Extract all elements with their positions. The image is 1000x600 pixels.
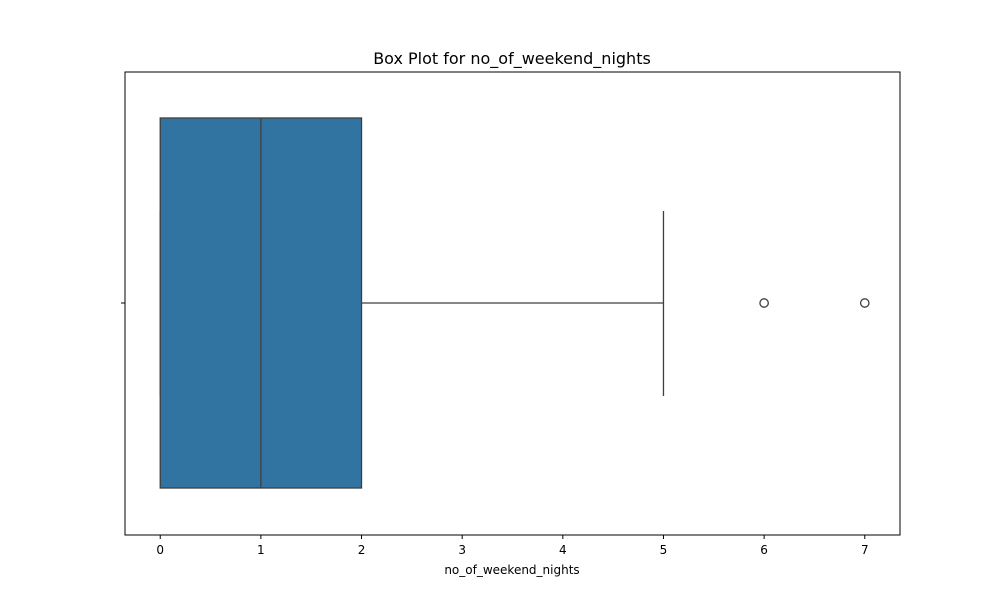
chart-title: Box Plot for no_of_weekend_nights (373, 49, 651, 69)
x-tick-label: 1 (257, 543, 265, 557)
x-axis-label: no_of_weekend_nights (444, 563, 579, 577)
x-tick-label: 3 (458, 543, 466, 557)
x-tick-label: 0 (156, 543, 164, 557)
outlier-point (859, 298, 870, 308)
chart-marks (159, 117, 870, 489)
x-tick-label: 5 (660, 543, 668, 557)
x-tick-label: 7 (861, 543, 869, 557)
x-tick-label: 2 (358, 543, 366, 557)
x-tick-label: 6 (760, 543, 768, 557)
outlier-point (759, 298, 769, 308)
x-axis: 0 1 2 3 4 5 6 7 (156, 535, 869, 557)
x-tick-label: 4 (559, 543, 567, 557)
